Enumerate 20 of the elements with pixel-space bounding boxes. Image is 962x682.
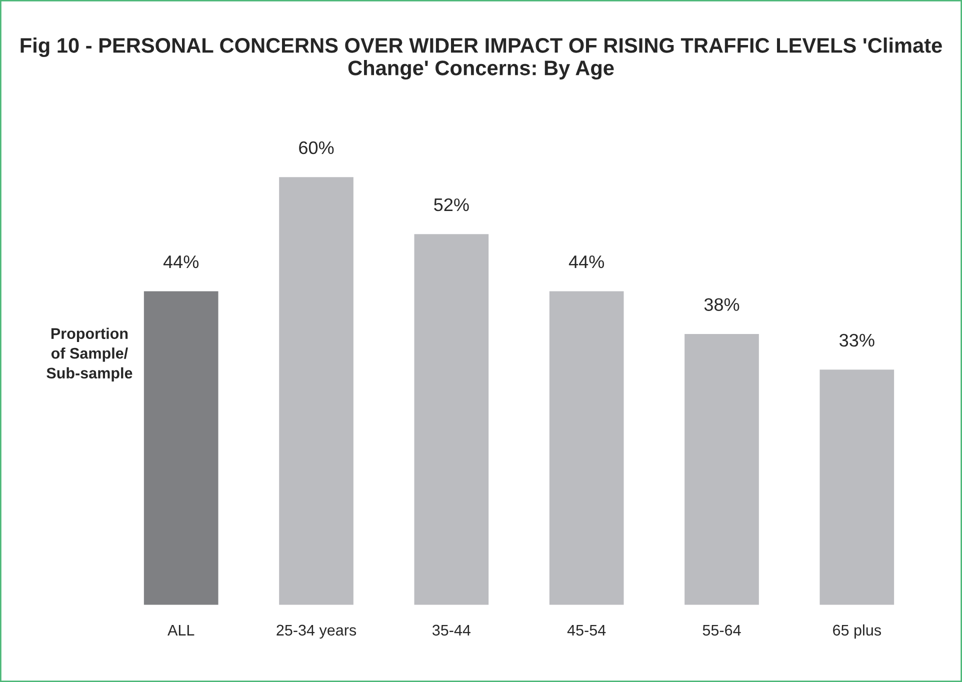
bar bbox=[414, 234, 489, 605]
bar bbox=[684, 334, 759, 605]
x-tick-label: 45-54 bbox=[567, 624, 606, 636]
data-label: 44% bbox=[163, 255, 199, 268]
x-tick-label: ALL bbox=[168, 624, 194, 636]
data-label: 60% bbox=[299, 141, 334, 154]
y-axis-title: Proportion of Sample/ Sub-sample bbox=[46, 328, 132, 382]
x-tick-label: 25-34 years bbox=[276, 624, 356, 639]
data-label: 38% bbox=[704, 298, 740, 311]
x-tick-label: 35-44 bbox=[432, 624, 471, 636]
bar bbox=[820, 370, 894, 605]
chart-title: Fig 10 - PERSONAL CONCERNS OVER WIDER IMPACT OF RISING TRAFFIC LEVELS 'Climate Change' Concerns: By Age bbox=[20, 38, 942, 80]
x-tick-label: 55-64 bbox=[702, 624, 741, 636]
x-tick-label: 65 plus bbox=[833, 624, 881, 639]
data-label: 44% bbox=[568, 255, 604, 268]
bar bbox=[549, 291, 624, 605]
bar bbox=[279, 177, 354, 605]
data-label: 52% bbox=[434, 198, 469, 212]
data-label: 33% bbox=[840, 334, 874, 347]
bar bbox=[144, 291, 218, 605]
